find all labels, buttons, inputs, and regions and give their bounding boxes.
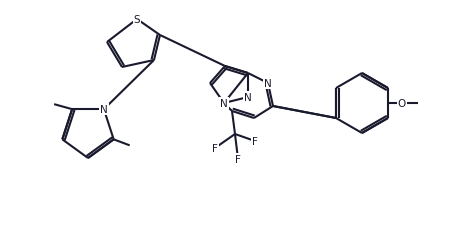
- Text: S: S: [134, 15, 140, 25]
- Text: N: N: [263, 79, 271, 89]
- Text: F: F: [212, 143, 218, 153]
- Text: N: N: [220, 99, 227, 109]
- Text: O: O: [397, 99, 405, 109]
- Text: F: F: [252, 137, 257, 146]
- Text: F: F: [235, 154, 241, 164]
- Text: N: N: [100, 105, 107, 115]
- Text: N: N: [244, 93, 252, 103]
